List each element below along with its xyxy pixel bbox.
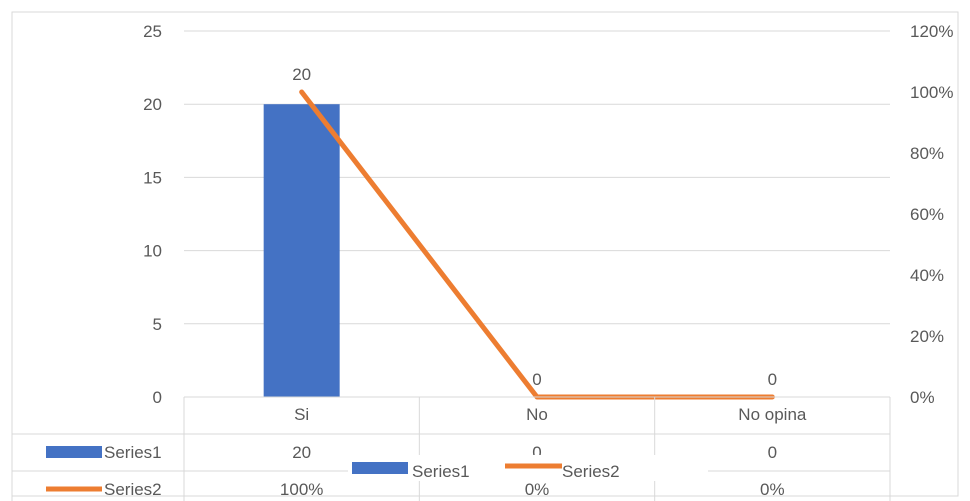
left-axis-tick-label: 15 — [143, 168, 162, 187]
row-label: Series1 — [104, 443, 162, 462]
right-axis: 0% 20% 40% 60% 80% 100% 120% — [910, 22, 953, 407]
right-axis-tick-label: 60% — [910, 205, 944, 224]
left-axis-tick-label: 20 — [143, 95, 162, 114]
legend-series2-label: Series2 — [562, 462, 620, 481]
category-label: No — [526, 405, 548, 424]
series1-bars — [263, 104, 340, 397]
data-label: 0 — [768, 370, 777, 389]
data-label: 0 — [532, 370, 541, 389]
left-axis-tick-label: 0 — [153, 388, 162, 407]
chart-area — [11, 11, 959, 497]
right-axis-tick-label: 120% — [910, 22, 953, 41]
legend: Series1 Series2 — [348, 455, 708, 481]
row-label: Series2 — [104, 480, 162, 499]
table-cell: 0% — [760, 480, 785, 499]
legend-series1-swatch — [352, 462, 408, 474]
data-labels: 200 0 — [292, 65, 777, 389]
right-axis-tick-label: 80% — [910, 144, 944, 163]
table-cell: 0 — [532, 443, 541, 462]
category-label: No opina — [738, 405, 807, 424]
left-axis-tick-label: 10 — [143, 242, 162, 261]
right-axis-tick-label: 0% — [910, 388, 935, 407]
category-label: Si — [294, 405, 309, 424]
table-cell: 20 — [292, 443, 311, 462]
legend-series1-label: Series1 — [412, 462, 470, 481]
right-axis-tick-label: 40% — [910, 266, 944, 285]
right-axis-tick-label: 20% — [910, 327, 944, 346]
data-label: 20 — [292, 65, 311, 84]
table-cell: 100% — [280, 480, 323, 499]
right-axis-tick-label: 100% — [910, 83, 953, 102]
left-axis-tick-label: 5 — [153, 315, 162, 334]
series1-key — [46, 446, 102, 458]
left-axis: 0 5 10 15 20 25 — [143, 22, 162, 407]
left-axis-tick-label: 25 — [143, 22, 162, 41]
data-table: Si No No opina Series1 20 0 0 Series2 100% 0% 0% — [11, 396, 891, 501]
bar-si — [263, 104, 340, 397]
table-cell: 0% — [525, 480, 550, 499]
table-cell: 0 — [768, 443, 777, 462]
